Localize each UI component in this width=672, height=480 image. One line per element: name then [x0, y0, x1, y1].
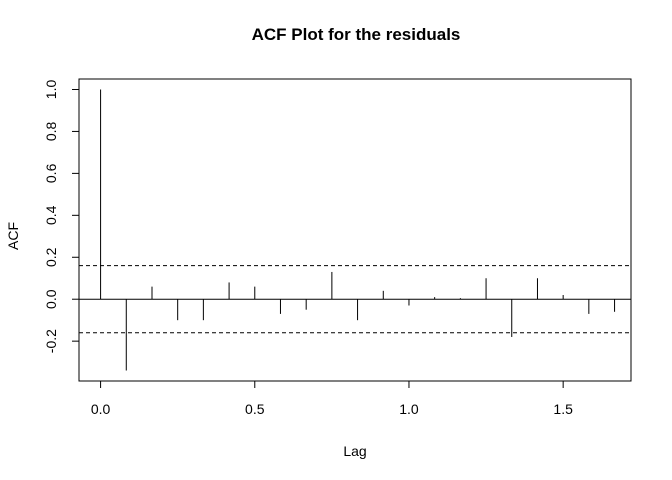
- confidence-band-group: [79, 265, 631, 334]
- chart-title: ACF Plot for the residuals: [252, 25, 461, 44]
- y-tick-label: 0.4: [43, 205, 59, 225]
- acf-stems-group: [100, 89, 616, 371]
- y-axis-label: ACF: [5, 222, 21, 250]
- x-tick-label: 0.0: [91, 401, 111, 417]
- y-tick-label: 0.6: [43, 163, 59, 183]
- y-tick-label: 0.8: [43, 121, 59, 141]
- plot-frame: [78, 78, 632, 382]
- x-tick-label: 1.5: [553, 401, 573, 417]
- y-axis: -0.2 0.0 0.2 0.4 0.6 0.8 1.0: [43, 80, 80, 353]
- y-tick-label: 0.2: [43, 247, 59, 267]
- x-tick-label: 0.5: [245, 401, 265, 417]
- x-axis-label: Lag: [343, 443, 366, 459]
- y-tick-label: 1.0: [43, 80, 59, 100]
- y-tick-label: 0.0: [43, 289, 59, 309]
- x-tick-label: 1.0: [399, 401, 419, 417]
- x-axis: 0.0 0.5 1.0 1.5: [91, 380, 573, 417]
- y-tick-label: -0.2: [43, 329, 59, 353]
